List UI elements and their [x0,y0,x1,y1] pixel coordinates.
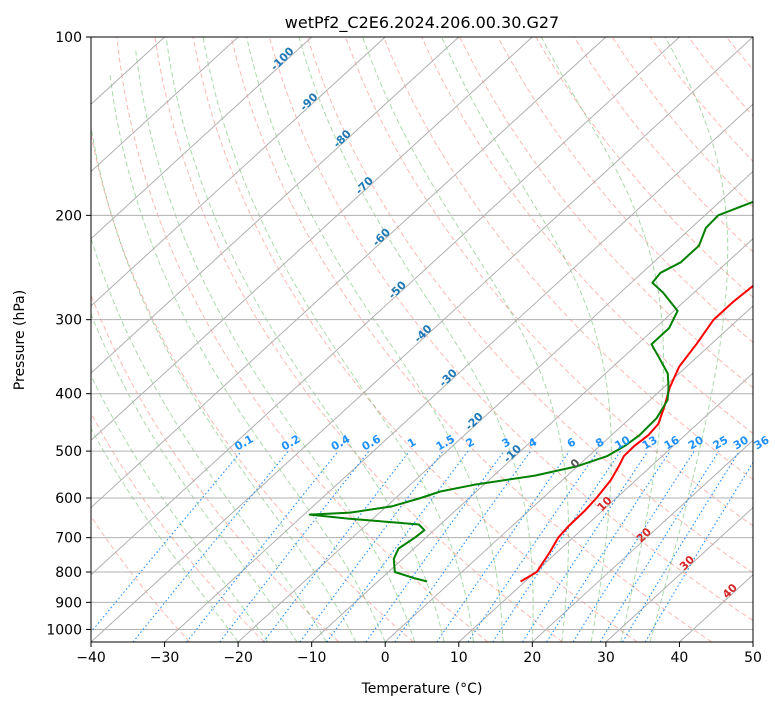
x-tick-label: −30 [150,650,180,666]
isotherm-line [458,372,753,642]
mixing-ratio-line [436,450,570,642]
dry-adiabat-line [91,412,265,642]
mixing-ratio-line [572,450,695,642]
moist-adiabat-line [362,37,570,642]
moist-adiabat-line [109,72,386,642]
mixing-ratio-line [394,450,532,642]
mixing-ratio-lines [91,450,753,642]
mixing-ratio-line [546,450,671,642]
isotherm-line [237,170,753,642]
moist-adiabat-line [91,427,239,642]
plot-frame [90,36,754,643]
dry-adiabat-line [192,37,638,642]
moist-adiabat-line [202,37,474,642]
isotherm-line [91,37,386,307]
temperature-profile [520,284,753,583]
mixing-ratio-line [492,450,622,642]
y-tick-label: 700 [55,531,82,547]
moist-adiabat-line [649,37,729,642]
y-tick-label: 600 [55,491,82,507]
dry-adiabat-line [535,37,753,298]
mixing-ratio-line [622,450,740,642]
moist-adiabat-line [540,37,664,642]
isotherm-line [531,439,753,642]
y-tick-label: 800 [55,565,82,581]
x-axis-label: Temperature (°C) [361,681,483,697]
moist-adiabat-line [135,49,416,642]
x-tick-label: −10 [297,650,327,666]
moist-adiabat-line [246,37,504,642]
mixing-ratio-line [326,450,469,642]
x-tick-label: 0 [381,650,390,666]
chart-title: wetPf2_C2E6.2024.206.00.30.G27 [285,13,559,33]
moist-adiabat-line [91,236,327,642]
y-tick-label: 200 [55,208,82,224]
isotherm-line [91,37,533,442]
y-tick-label: 100 [55,30,82,46]
dry-adiabat-line [421,37,753,435]
y-tick-label: 500 [55,444,82,460]
dry-adiabat-line [306,37,753,574]
isotherm-line [311,237,753,642]
isotherm-line [91,37,313,240]
x-tick-label: 30 [597,650,615,666]
mixing-ratio-line [186,450,339,642]
moist-adiabat-line [298,37,534,642]
x-tick-label: 20 [523,650,541,666]
moist-adiabat-line [91,124,357,642]
isotherm-line [91,37,753,642]
mixing-ratio-line [365,450,505,642]
dewpoint-profile [308,200,753,583]
y-tick-label: 900 [55,595,82,611]
isotherm-gridlines [91,37,753,642]
mixing-ratio-line [599,450,720,642]
isotherm-line [164,103,753,642]
dry-adiabat-line [116,37,489,642]
mixing-ratio-line [522,450,649,642]
x-tick-label: 40 [671,650,689,666]
dry-adiabat-line [154,37,563,642]
y-axis-label: Pressure (hPa) [12,290,28,390]
y-tick-label: 300 [55,313,82,329]
dry-adiabat-line [268,37,753,622]
mixing-ratio-line [467,450,599,642]
x-axis: −40 −30 −20 −10 0 10 20 30 40 50 [76,642,762,666]
isotherm-line [384,305,753,642]
x-tick-label: 10 [450,650,468,666]
x-tick-label: 50 [744,650,762,666]
isotherm-line [91,37,239,173]
x-tick-label: −40 [76,650,106,666]
mixing-ratio-line [132,450,289,642]
y-tick-label: 1000 [46,622,82,638]
x-tick-label: −20 [223,650,253,666]
mixing-ratio-line [299,450,444,642]
isobar-gridlines [91,37,753,630]
mixing-ratio-line [91,450,242,633]
y-tick-label: 400 [55,387,82,403]
mixing-ratio-line [263,450,410,642]
isotherm-line [605,506,753,642]
moist-adiabat-line [441,37,612,642]
isotherm-line [91,37,607,509]
isotherm-line [91,37,680,576]
moist-adiabat-line [165,37,445,642]
isotherm-line [91,37,460,374]
sounding-profiles [308,200,753,583]
dry-adiabat-line [497,37,753,344]
y-axis: 100 200 300 400 500 600 700 800 900 1000 [46,30,91,638]
